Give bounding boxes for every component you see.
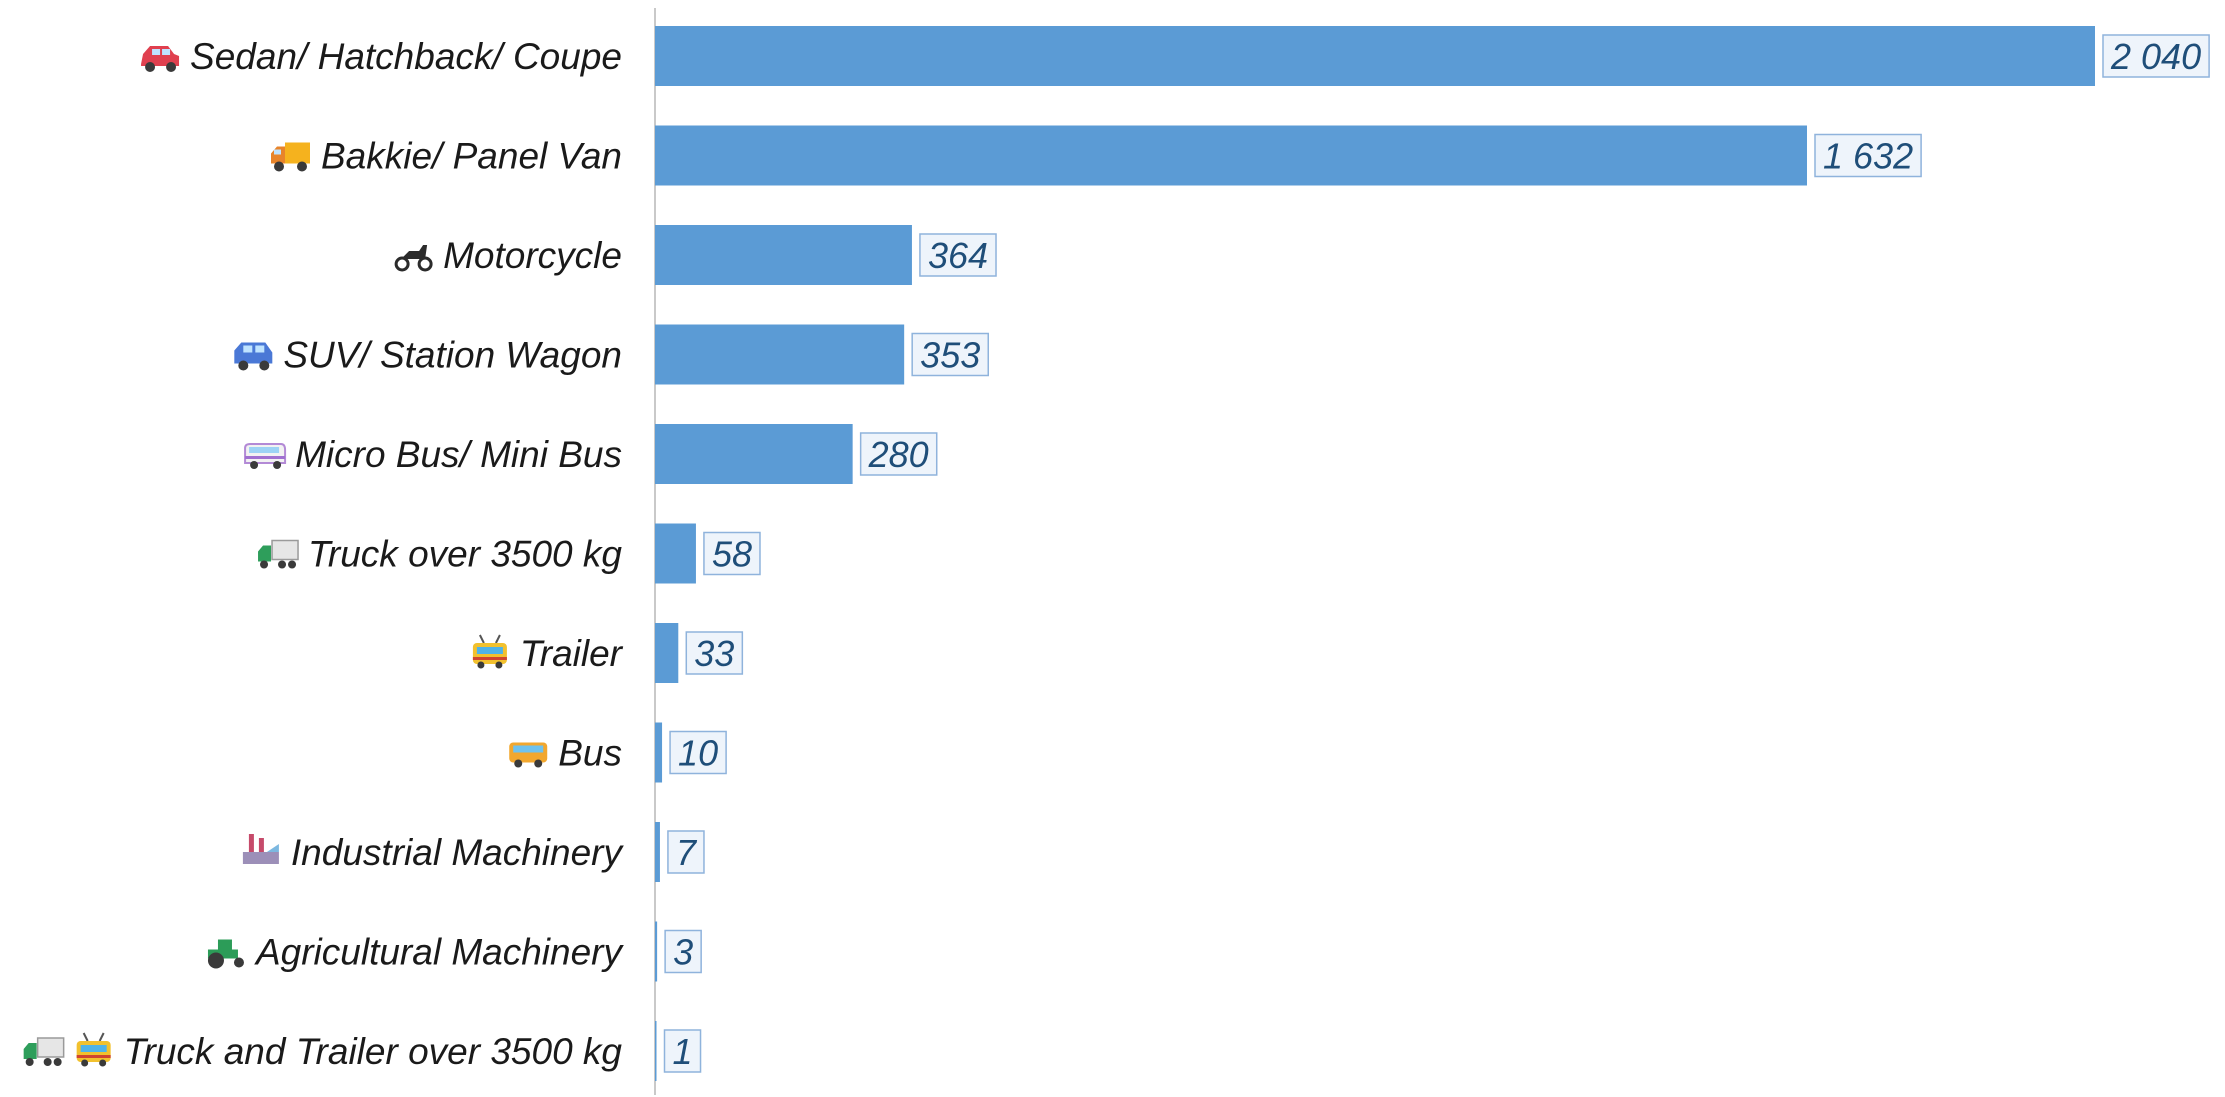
bar[interactable] [655,523,696,584]
category-label: SUV/ Station Wagon [283,335,622,376]
motor-scooter-icon [394,245,433,272]
bar[interactable] [655,1021,657,1081]
value-label: 33 [694,633,734,674]
bar-row: 3 Agricultural Machinery [207,921,702,982]
value-label: 1 [673,1031,693,1072]
bar-rows: 2 040 Sedan/ Hatchback/ Coupe 1 632 Bakkie/… [23,26,2210,1081]
value-label-box [663,1029,702,1073]
value-label-box [859,432,938,476]
bar-row: 1 632 Bakkie/ Panel Van [271,125,1922,186]
value-label: 1 632 [1823,136,1913,177]
bar[interactable] [655,424,853,484]
bar[interactable] [655,921,658,982]
value-label: 10 [678,733,718,774]
bus-icon [509,742,548,768]
trolleybus-icon [472,634,507,669]
bar[interactable] [655,623,679,683]
bar[interactable] [655,324,905,385]
value-label-box [685,631,744,675]
car-icon [141,46,180,72]
bar-row: 58 Truck over 3500 kg [258,523,761,584]
tractor-icon [207,939,244,969]
category-label: Motorcycle [443,235,622,276]
factory-icon [242,834,279,864]
value-label-box [2102,34,2210,78]
category-label: Sedan/ Hatchback/ Coupe [190,36,622,77]
bar-row: 2 040 Sedan/ Hatchback/ Coupe [141,26,2210,86]
suv-icon [234,342,273,371]
category-label: Truck and Trailer over 3500 kg [124,1031,623,1072]
value-label: 2 040 [2110,36,2201,77]
bar[interactable] [655,125,1807,186]
value-label: 364 [928,235,988,276]
value-label-box [911,332,990,377]
category-label: Truck over 3500 kg [308,534,622,575]
articulated-lorry-icon [23,1037,65,1066]
bar[interactable] [655,26,2095,86]
category-label: Bakkie/ Panel Van [321,136,622,177]
category-label: Industrial Machinery [291,832,625,873]
bar[interactable] [655,722,663,783]
minibus-icon [244,443,287,469]
bar-row: 10 Bus [509,722,727,783]
bar-row: 1 Truck and Trailer over 3500 kg [23,1021,702,1081]
bar-row: 280 Micro Bus/ Mini Bus [244,424,938,484]
value-label-box [1814,133,1922,178]
value-label: 3 [673,932,693,973]
bar-row: 7 Industrial Machinery [242,822,705,882]
bar-row: 353 SUV/ Station Wagon [234,324,990,385]
value-label: 58 [712,534,752,575]
bar[interactable] [655,822,660,882]
category-label: Micro Bus/ Mini Bus [295,434,622,475]
value-label: 280 [868,434,929,475]
trolleybus-icon [76,1032,111,1067]
bar-row: 364 Motorcycle [394,225,997,285]
value-label-box [667,830,705,874]
category-label: Bus [558,733,622,774]
value-label: 353 [920,335,980,376]
bar[interactable] [655,225,912,285]
bar-row: 33 Trailer [472,623,744,683]
value-label-box [703,531,761,576]
delivery-truck-icon [271,142,310,172]
articulated-lorry-icon [258,539,299,569]
value-label: 7 [676,832,698,873]
value-label-box [664,929,702,974]
category-label: Agricultural Machinery [254,932,625,973]
value-label-box [919,233,997,277]
value-label-box [669,730,727,775]
category-label: Trailer [520,633,624,674]
